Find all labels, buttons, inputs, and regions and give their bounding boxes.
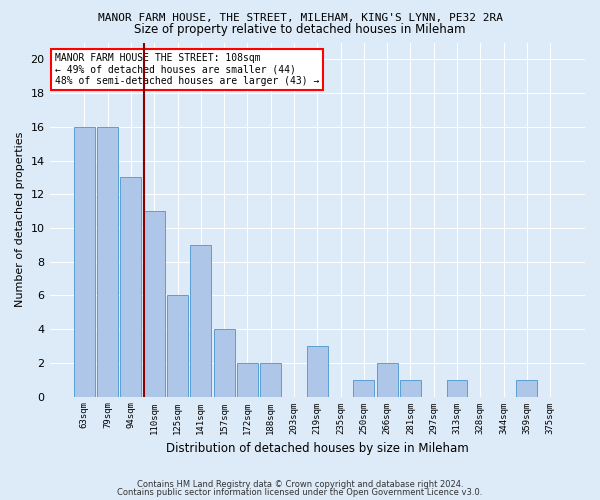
Y-axis label: Number of detached properties: Number of detached properties — [15, 132, 25, 307]
Bar — [74, 127, 95, 396]
Text: MANOR FARM HOUSE THE STREET: 108sqm
← 49% of detached houses are smaller (44)
48: MANOR FARM HOUSE THE STREET: 108sqm ← 49… — [55, 53, 319, 86]
X-axis label: Distribution of detached houses by size in Mileham: Distribution of detached houses by size … — [166, 442, 469, 455]
Bar — [167, 296, 188, 396]
Bar — [144, 211, 165, 396]
Bar — [446, 380, 467, 396]
Bar — [377, 363, 398, 396]
Bar — [260, 363, 281, 396]
Bar — [214, 329, 235, 396]
Bar — [517, 380, 538, 396]
Bar — [190, 245, 211, 396]
Text: Contains HM Land Registry data © Crown copyright and database right 2024.: Contains HM Land Registry data © Crown c… — [137, 480, 463, 489]
Bar — [353, 380, 374, 396]
Bar — [307, 346, 328, 397]
Text: Size of property relative to detached houses in Mileham: Size of property relative to detached ho… — [134, 22, 466, 36]
Bar — [237, 363, 258, 396]
Bar — [97, 127, 118, 396]
Text: MANOR FARM HOUSE, THE STREET, MILEHAM, KING'S LYNN, PE32 2RA: MANOR FARM HOUSE, THE STREET, MILEHAM, K… — [97, 12, 503, 22]
Text: Contains public sector information licensed under the Open Government Licence v3: Contains public sector information licen… — [118, 488, 482, 497]
Bar — [121, 178, 142, 396]
Bar — [400, 380, 421, 396]
